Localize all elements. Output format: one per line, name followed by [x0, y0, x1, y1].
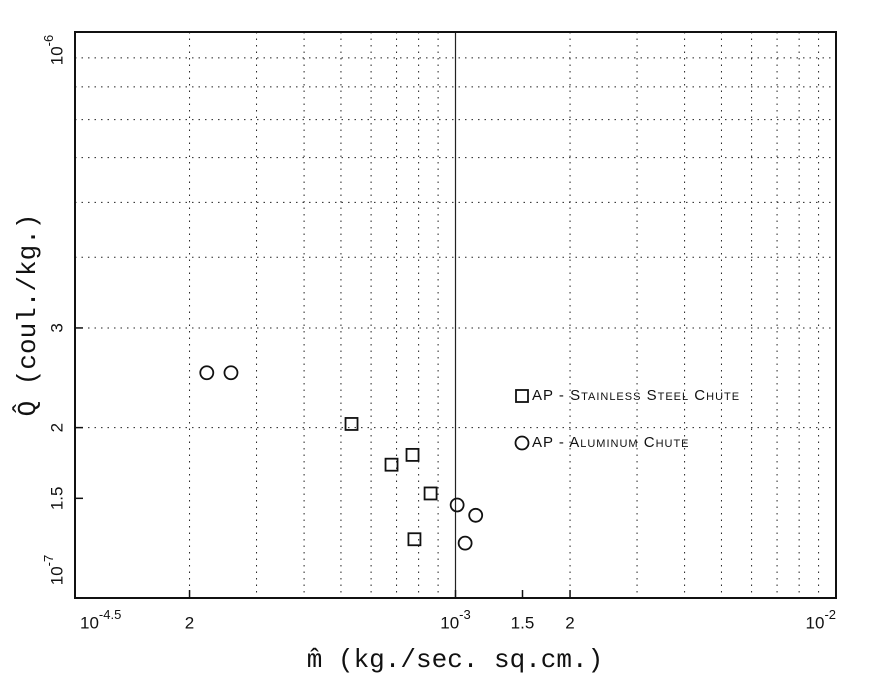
legend-label: AP - Aluminum Chute [532, 434, 690, 451]
legend-marker [514, 435, 530, 451]
legend-marker [515, 389, 529, 403]
point [423, 486, 438, 501]
x-tick-label: 2 [565, 613, 574, 632]
point [405, 447, 420, 462]
x-axis-label: m̂ (kg./sec. sq.cm.) [307, 645, 603, 675]
point [223, 365, 239, 381]
y-tick-label: 3 [47, 323, 66, 332]
point [384, 457, 399, 472]
point [407, 532, 422, 547]
point [199, 365, 215, 381]
point [449, 497, 465, 513]
y-tick-label: 1.5 [47, 487, 66, 511]
x-tick-label: 1.5 [511, 613, 535, 632]
y-tick-label: 2 [47, 423, 66, 432]
y-axis-label: Q̂ (coul./kg.) [12, 214, 42, 417]
point [344, 417, 359, 431]
point [457, 535, 473, 551]
legend-label: AP - Stainless Steel Chute [532, 387, 740, 404]
x-tick-label: 2 [185, 613, 194, 632]
point [468, 507, 484, 523]
